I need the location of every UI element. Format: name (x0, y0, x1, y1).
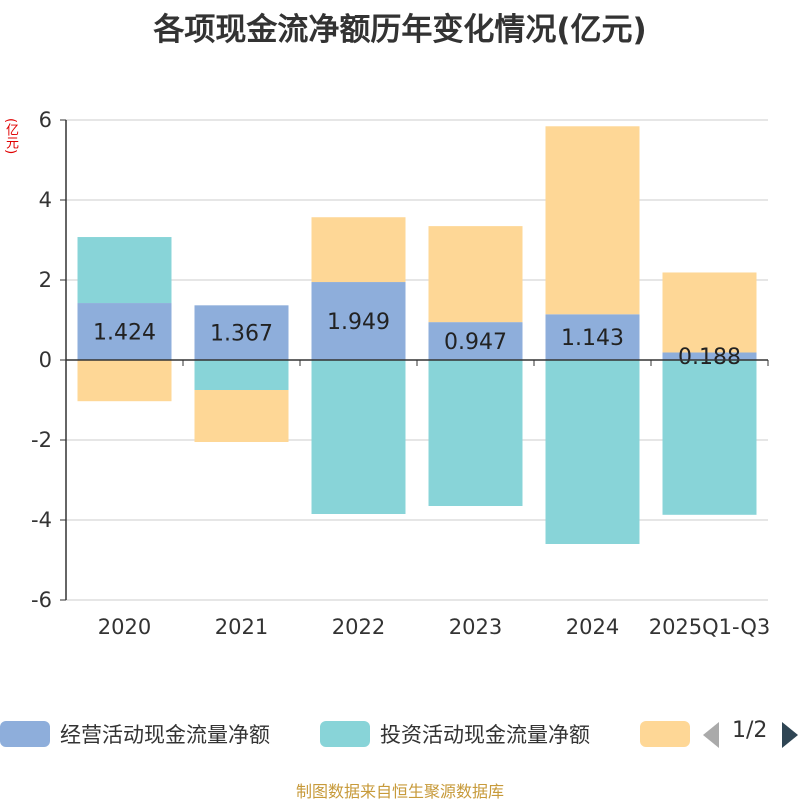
legend-prev-page-icon[interactable] (703, 722, 719, 748)
x-tick-label: 2021 (215, 615, 268, 639)
chart-title: 各项现金流净额历年变化情况(亿元) (153, 12, 647, 48)
data-source-note: 制图数据来自恒生聚源数据库 (295, 782, 504, 801)
legend-swatch-operating (0, 721, 50, 747)
x-tick-label: 2020 (98, 615, 151, 639)
y-tick-label: 4 (39, 188, 52, 212)
data-label: 1.949 (327, 310, 390, 335)
bar-segment-third (77, 360, 172, 402)
x-tick-label: 2022 (332, 615, 385, 639)
y-axis-unit-label: (亿元) (3, 118, 18, 155)
y-tick-label: 2 (39, 268, 52, 292)
x-tick-label: 2023 (449, 615, 502, 639)
data-label: 1.424 (93, 321, 156, 346)
bar-segment-investing (545, 360, 640, 544)
legend-label-operating: 经营活动现金流量净额 (60, 723, 270, 747)
bar-segment-operating (545, 314, 640, 360)
bar-segment-third (428, 226, 523, 323)
data-label: 1.143 (561, 326, 624, 351)
legend-swatch-investing (320, 721, 370, 747)
bar-segment-investing (194, 360, 289, 390)
legend-label-investing: 投资活动现金流量净额 (380, 723, 590, 747)
x-tick-label: 2024 (566, 615, 619, 639)
bar-segment-operating (428, 322, 523, 360)
x-tick-label: 2025Q1-Q3 (649, 615, 771, 639)
bar-segment-investing (311, 360, 406, 514)
bar-segment-third (545, 126, 640, 315)
data-label: 0.947 (444, 330, 507, 355)
bar-segment-investing (662, 360, 757, 515)
bar-segment-operating (194, 305, 289, 360)
data-label: 0.188 (678, 345, 741, 370)
legend-page-indicator: 1/2 (732, 718, 768, 743)
bar-segment-investing (428, 360, 523, 506)
bar-segment-operating (77, 303, 172, 360)
y-tick-label: -2 (31, 428, 52, 452)
y-tick-label: 0 (39, 348, 52, 372)
bar-segment-third (194, 390, 289, 442)
bar-segment-investing (77, 237, 172, 304)
legend-swatch-third (640, 721, 690, 747)
bar-segment-third (662, 272, 757, 353)
y-tick-label: -6 (31, 588, 52, 612)
bar-segment-third (311, 217, 406, 283)
legend: 经营活动现金流量净额 投资活动现金流量净额 (0, 715, 800, 755)
y-tick-label: -4 (31, 508, 52, 532)
y-tick-label: 6 (39, 108, 52, 132)
bar-segment-operating (662, 352, 757, 360)
data-label: 1.367 (210, 322, 273, 347)
legend-next-page-icon[interactable] (782, 722, 798, 748)
bar-segment-operating (311, 282, 406, 360)
